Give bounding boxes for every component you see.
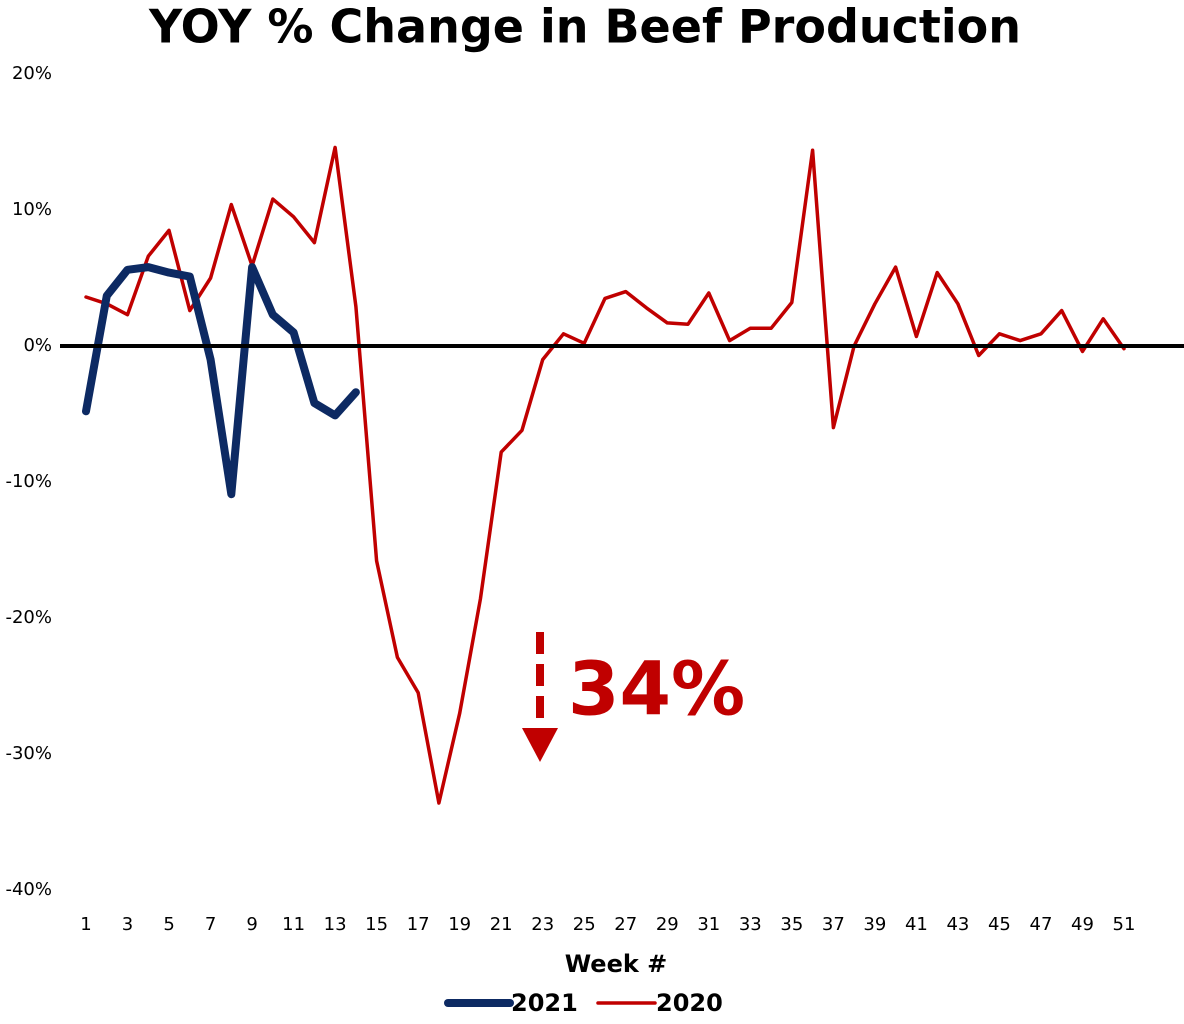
y-tick-label: -40% bbox=[5, 879, 52, 900]
x-axis-title: Week # bbox=[565, 950, 668, 978]
x-tick-label: 11 bbox=[282, 914, 305, 935]
x-tick-label: 31 bbox=[697, 914, 720, 935]
legend-label: 2020 bbox=[656, 989, 723, 1017]
x-tick-label: 1 bbox=[80, 914, 91, 935]
x-tick-label: 7 bbox=[205, 914, 216, 935]
x-tick-label: 49 bbox=[1071, 914, 1094, 935]
y-tick-label: 20% bbox=[12, 63, 52, 84]
x-tick-label: 21 bbox=[490, 914, 513, 935]
y-tick-label: 0% bbox=[23, 335, 52, 356]
x-tick-label: 5 bbox=[163, 914, 174, 935]
x-tick-label: 27 bbox=[614, 914, 637, 935]
x-tick-label: 37 bbox=[822, 914, 845, 935]
arrow-head bbox=[522, 728, 558, 762]
x-tick-label: 9 bbox=[246, 914, 257, 935]
x-tick-label: 3 bbox=[122, 914, 133, 935]
y-tick-label: -30% bbox=[5, 743, 52, 764]
annotation-arrow bbox=[522, 632, 558, 762]
x-tick-label: 39 bbox=[863, 914, 886, 935]
x-tick-label: 19 bbox=[448, 914, 471, 935]
x-tick-label: 47 bbox=[1030, 914, 1053, 935]
series-line bbox=[82, 263, 360, 499]
x-tick-label: 35 bbox=[780, 914, 803, 935]
x-tick-label: 45 bbox=[988, 914, 1011, 935]
x-tick-label: 15 bbox=[365, 914, 388, 935]
legend-label: 2021 bbox=[511, 989, 578, 1017]
x-tick-label: 23 bbox=[531, 914, 554, 935]
annotation: 34% bbox=[568, 647, 745, 733]
y-tick-label: 10% bbox=[12, 199, 52, 220]
x-tick-label: 29 bbox=[656, 914, 679, 935]
x-tick-label: 17 bbox=[407, 914, 430, 935]
y-tick-label: -20% bbox=[5, 607, 52, 628]
x-tick-label: 41 bbox=[905, 914, 928, 935]
x-tick-label: 25 bbox=[573, 914, 596, 935]
x-tick-label: 33 bbox=[739, 914, 762, 935]
chart-title: YOY % Change in Beef Production bbox=[148, 0, 1021, 54]
y-tick-label: -10% bbox=[5, 471, 52, 492]
series-line bbox=[84, 145, 1126, 805]
x-tick-label: 13 bbox=[324, 914, 347, 935]
x-tick-label: 51 bbox=[1113, 914, 1136, 935]
x-tick-label: 43 bbox=[946, 914, 969, 935]
